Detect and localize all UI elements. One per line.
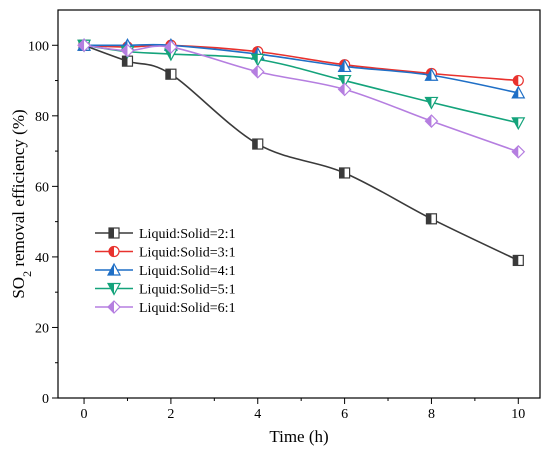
y-tick-label: 40 [35,251,49,266]
series-layer [77,38,526,267]
y-tick-label: 0 [42,392,49,407]
x-tick-label: 2 [167,407,174,422]
data-point [337,59,352,73]
series-line [84,44,519,82]
y-tick-label: 20 [35,321,49,336]
series-line [83,44,519,153]
data-point [512,254,524,267]
x-tick-label: 6 [341,407,348,422]
legend-marker [106,282,122,296]
data-point [511,85,526,99]
data-point [165,68,177,80]
data-point [77,38,91,53]
x-axis-title: Time (h) [269,427,328,446]
legend-marker [107,300,121,314]
data-point [511,117,526,131]
legend-label: Liquid:Solid=5:1 [139,283,236,298]
y-axis-title-subscript: 2 [20,271,34,277]
data-point [424,68,439,81]
data-point [164,40,178,54]
legend-marker [108,227,120,239]
series-line [83,44,519,124]
plot-frame [57,9,541,399]
data-point [424,96,439,110]
legend-label: Liquid:Solid=4:1 [139,264,236,279]
series-4 [77,39,526,131]
legend-entry: Liquid:Solid=2:1 [95,227,236,242]
legend-entry: Liquid:Solid=6:1 [95,300,236,316]
data-point [250,53,265,67]
x-tick-label: 4 [254,407,261,422]
legend-marker [108,245,120,258]
data-point [337,74,352,88]
axes [57,9,541,399]
legend-entry: Liquid:Solid=3:1 [95,246,236,261]
y-tick-label: 80 [35,110,49,125]
x-tick-label: 10 [511,407,525,422]
legend-entry: Liquid:Solid=5:1 [95,283,236,298]
y-axis-title-rest: removal efficiency (%) [9,109,28,271]
legend-marker [106,262,122,276]
legend-label: Liquid:Solid=3:1 [139,246,236,261]
x-tick-label: 8 [428,407,435,422]
data-point [511,144,526,159]
data-point [338,167,351,179]
data-point [425,213,438,225]
data-point [252,138,264,150]
legend-entry: Liquid:Solid=4:1 [95,262,236,279]
data-point [512,74,524,87]
data-point [250,64,265,79]
y-tick-label: 100 [28,39,49,54]
y-tick-label: 60 [35,180,49,195]
series-5 [77,38,526,159]
legend: Liquid:Solid=2:1 Liquid:Solid=3:1 Liquid:S… [95,227,236,316]
data-point [337,82,352,97]
legend-label: Liquid:Solid=2:1 [139,227,236,242]
y-axis-title-main: SO [9,277,28,299]
data-point [424,114,439,128]
y-axis-title: SO2 removal efficiency (%) [9,109,34,298]
legend-label: Liquid:Solid=6:1 [139,301,236,316]
data-point [120,43,135,58]
x-tick-label: 0 [81,407,88,422]
